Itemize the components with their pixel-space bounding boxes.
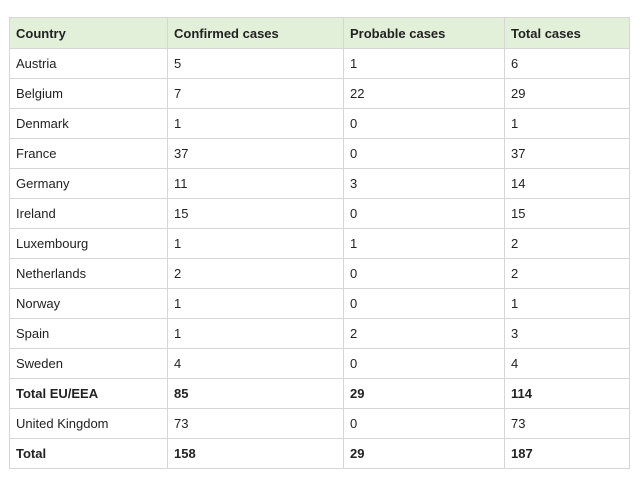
- header-total-cases: Total cases: [504, 17, 630, 49]
- probable-cases-cell: 22: [343, 78, 505, 109]
- probable-cases-cell: 2: [343, 318, 505, 349]
- country-cell: Ireland: [9, 198, 168, 229]
- total-cases-cell: 29: [504, 78, 630, 109]
- country-cell: Belgium: [9, 78, 168, 109]
- total-cases-cell: 37: [504, 138, 630, 169]
- confirmed-cases-cell: 1: [167, 108, 344, 139]
- confirmed-cases-cell: 1: [167, 288, 344, 319]
- table-row: Netherlands 2 0 2: [9, 258, 630, 289]
- table-row: United Kingdom 73 0 73: [9, 408, 630, 439]
- header-probable-cases: Probable cases: [343, 17, 505, 49]
- confirmed-cases-cell: 11: [167, 168, 344, 199]
- cases-table: Country Confirmed cases Probable cases T…: [9, 17, 630, 469]
- country-cell: Total EU/EEA: [9, 378, 168, 409]
- total-cases-cell: 4: [504, 348, 630, 379]
- header-country: Country: [9, 17, 168, 49]
- confirmed-cases-cell: 7: [167, 78, 344, 109]
- cases-table-container: Country Confirmed cases Probable cases T…: [9, 17, 630, 469]
- country-cell: United Kingdom: [9, 408, 168, 439]
- total-cases-cell: 114: [504, 378, 630, 409]
- confirmed-cases-cell: 1: [167, 318, 344, 349]
- confirmed-cases-cell: 85: [167, 378, 344, 409]
- probable-cases-cell: 0: [343, 408, 505, 439]
- table-row: Total EU/EEA 85 29 114: [9, 378, 630, 409]
- probable-cases-cell: 0: [343, 198, 505, 229]
- table-row: Denmark 1 0 1: [9, 108, 630, 139]
- table-row: Ireland 15 0 15: [9, 198, 630, 229]
- country-cell: Luxembourg: [9, 228, 168, 259]
- probable-cases-cell: 1: [343, 228, 505, 259]
- probable-cases-cell: 0: [343, 348, 505, 379]
- probable-cases-cell: 0: [343, 138, 505, 169]
- table-row: Norway 1 0 1: [9, 288, 630, 319]
- table-header: Country Confirmed cases Probable cases T…: [9, 17, 630, 49]
- country-cell: Sweden: [9, 348, 168, 379]
- total-cases-cell: 2: [504, 258, 630, 289]
- confirmed-cases-cell: 37: [167, 138, 344, 169]
- probable-cases-cell: 1: [343, 48, 505, 79]
- total-cases-cell: 15: [504, 198, 630, 229]
- country-cell: Austria: [9, 48, 168, 79]
- table-row: Total 158 29 187: [9, 438, 630, 469]
- header-row: Country Confirmed cases Probable cases T…: [9, 17, 630, 49]
- probable-cases-cell: 0: [343, 108, 505, 139]
- confirmed-cases-cell: 4: [167, 348, 344, 379]
- total-cases-cell: 2: [504, 228, 630, 259]
- table-row: Luxembourg 1 1 2: [9, 228, 630, 259]
- table-row: France 37 0 37: [9, 138, 630, 169]
- country-cell: France: [9, 138, 168, 169]
- total-cases-cell: 1: [504, 108, 630, 139]
- confirmed-cases-cell: 1: [167, 228, 344, 259]
- probable-cases-cell: 0: [343, 288, 505, 319]
- total-cases-cell: 6: [504, 48, 630, 79]
- table-row: Austria 5 1 6: [9, 48, 630, 79]
- table-row: Germany 11 3 14: [9, 168, 630, 199]
- country-cell: Spain: [9, 318, 168, 349]
- confirmed-cases-cell: 5: [167, 48, 344, 79]
- confirmed-cases-cell: 73: [167, 408, 344, 439]
- country-cell: Netherlands: [9, 258, 168, 289]
- table-row: Spain 1 2 3: [9, 318, 630, 349]
- probable-cases-cell: 0: [343, 258, 505, 289]
- total-cases-cell: 3: [504, 318, 630, 349]
- country-cell: Norway: [9, 288, 168, 319]
- table-row: Belgium 7 22 29: [9, 78, 630, 109]
- probable-cases-cell: 29: [343, 378, 505, 409]
- confirmed-cases-cell: 15: [167, 198, 344, 229]
- table-row: Sweden 4 0 4: [9, 348, 630, 379]
- total-cases-cell: 14: [504, 168, 630, 199]
- country-cell: Total: [9, 438, 168, 469]
- probable-cases-cell: 3: [343, 168, 505, 199]
- country-cell: Denmark: [9, 108, 168, 139]
- country-cell: Germany: [9, 168, 168, 199]
- header-confirmed-cases: Confirmed cases: [167, 17, 344, 49]
- table-body: Austria 5 1 6 Belgium 7 22 29 Denmark 1 0 1 France 37…: [9, 48, 630, 469]
- total-cases-cell: 73: [504, 408, 630, 439]
- total-cases-cell: 1: [504, 288, 630, 319]
- probable-cases-cell: 29: [343, 438, 505, 469]
- confirmed-cases-cell: 158: [167, 438, 344, 469]
- confirmed-cases-cell: 2: [167, 258, 344, 289]
- total-cases-cell: 187: [504, 438, 630, 469]
